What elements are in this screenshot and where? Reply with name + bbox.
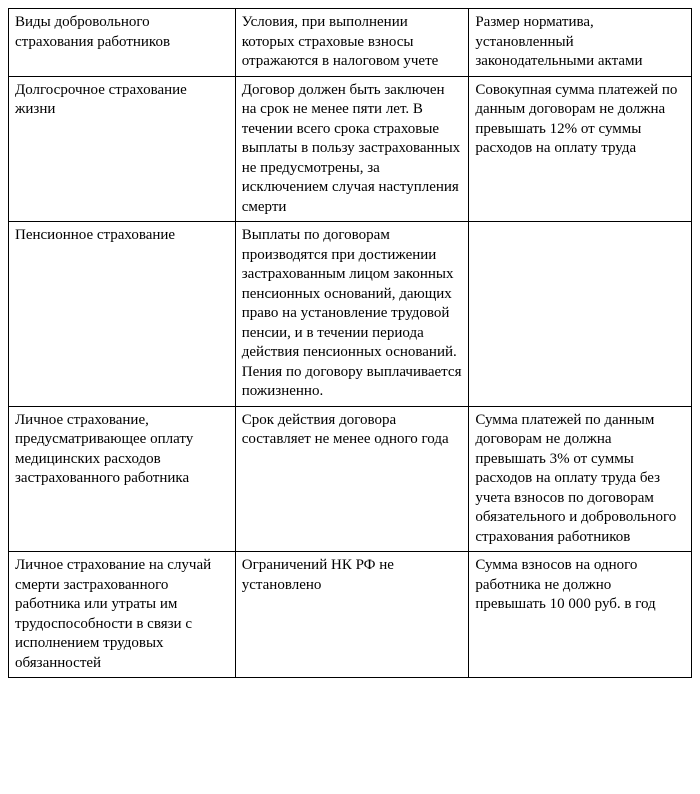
table-cell: Совокупная сумма платежей по данным дого… xyxy=(469,76,692,222)
table-cell: Личное страхование на случай смерти заст… xyxy=(9,552,236,678)
table-cell: Пенсионное страхование xyxy=(9,222,236,407)
table-cell: Сумма взносов на одного работника не дол… xyxy=(469,552,692,678)
table-row: Долгосрочное страхование жизни Договор д… xyxy=(9,76,692,222)
table-cell: Договор должен быть заключен на срок не … xyxy=(235,76,469,222)
table-cell: Долгосрочное страхование жизни xyxy=(9,76,236,222)
table-cell: Ограничений НК РФ не установлено xyxy=(235,552,469,678)
table-cell: Выплаты по договорам производятся при до… xyxy=(235,222,469,407)
table-cell: Личное страхование, предусматривающее оп… xyxy=(9,406,236,552)
table-cell: Сумма платежей по данным договорам не до… xyxy=(469,406,692,552)
table-header-row: Виды добровольного страхования работнико… xyxy=(9,9,692,77)
table-row: Пенсионное страхование Выплаты по догово… xyxy=(9,222,692,407)
table-row: Личное страхование на случай смерти заст… xyxy=(9,552,692,678)
table-row: Личное страхование, предусматривающее оп… xyxy=(9,406,692,552)
header-cell: Виды добровольного страхования работнико… xyxy=(9,9,236,77)
header-cell: Условия, при выполнении которых страховы… xyxy=(235,9,469,77)
table-cell xyxy=(469,222,692,407)
header-cell: Размер норматива, установленный законода… xyxy=(469,9,692,77)
table-cell: Срок действия договора составляет не мен… xyxy=(235,406,469,552)
insurance-table: Виды добровольного страхования работнико… xyxy=(8,8,692,678)
